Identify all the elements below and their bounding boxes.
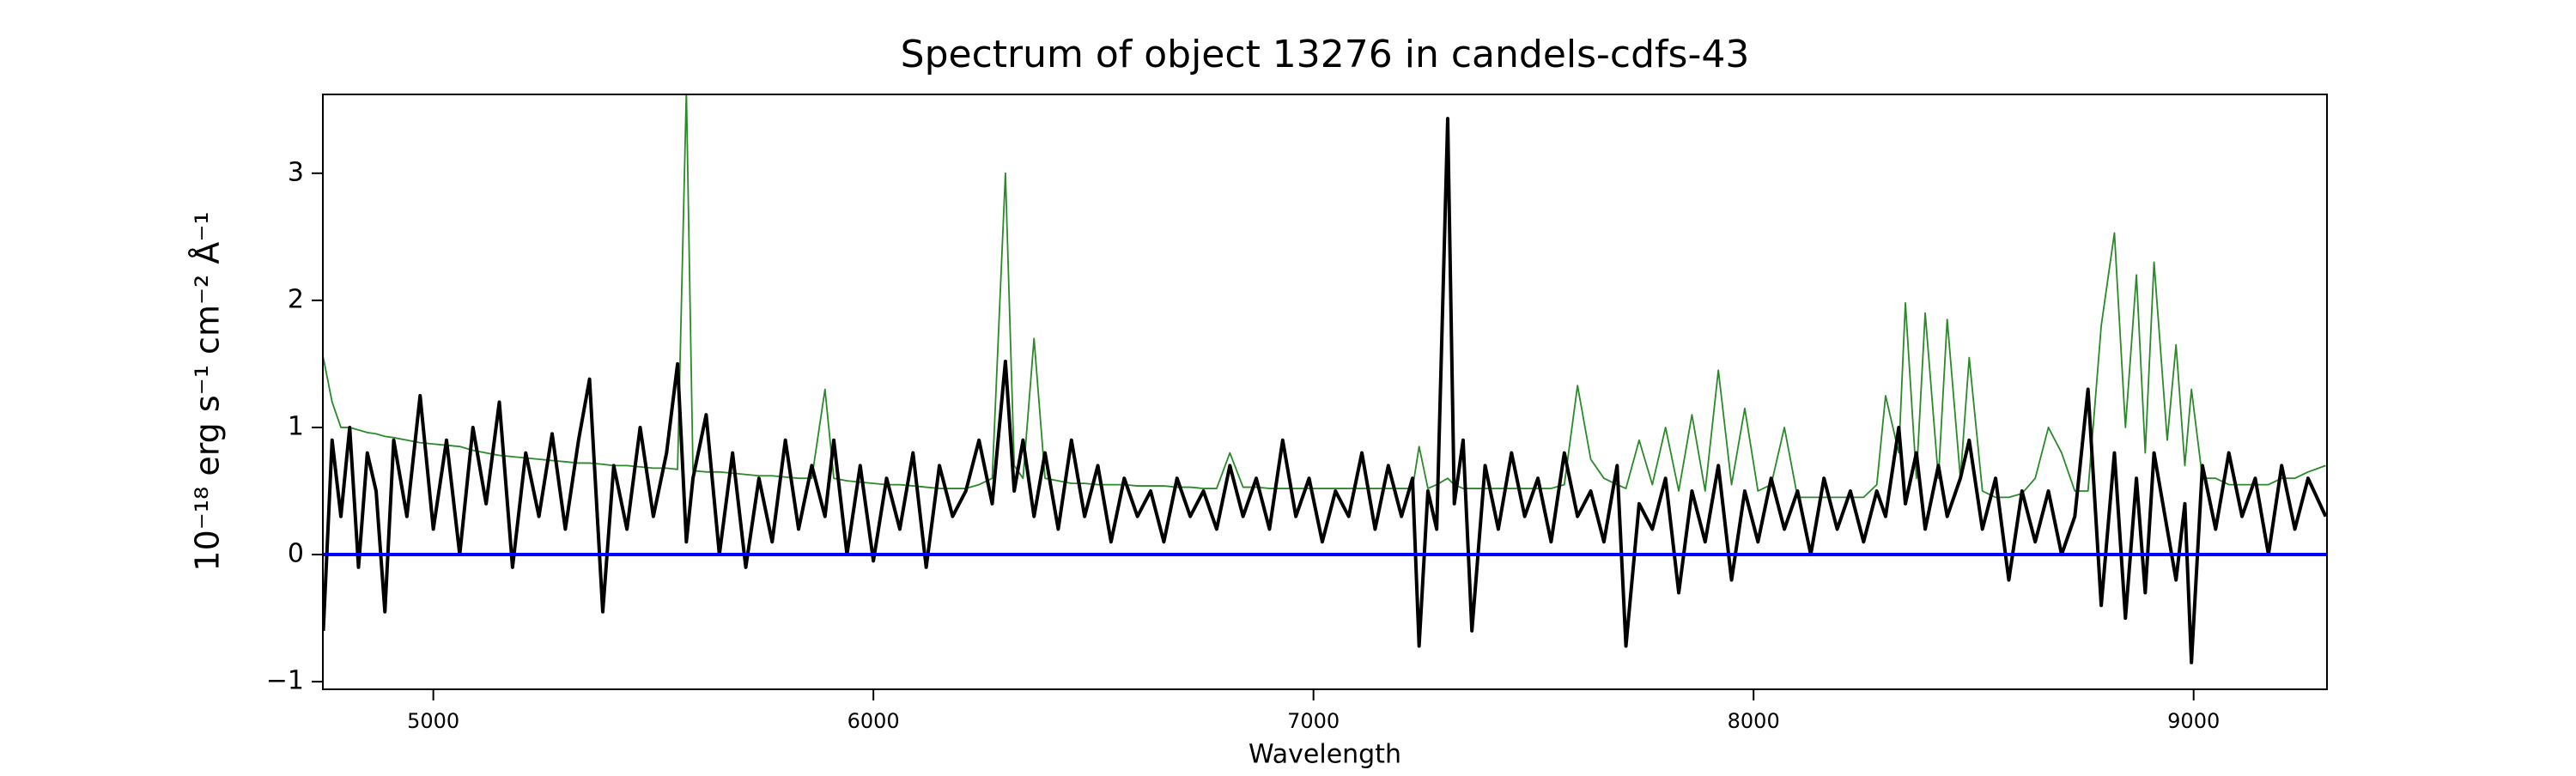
x-tick-label: 9000 <box>2167 709 2220 733</box>
y-tick-label: 1 <box>288 411 304 441</box>
y-tick-label: 3 <box>288 157 304 187</box>
spectrum-line <box>323 117 2327 664</box>
y-tick-label: 2 <box>288 284 304 314</box>
y-tick-label: 0 <box>288 539 304 569</box>
plot-area: 5000 6000 7000 8000 9000 −1 0 1 2 3 <box>266 94 2328 733</box>
plot-frame <box>322 94 2328 690</box>
x-tick-label: 5000 <box>407 709 459 733</box>
y-tick-label: −1 <box>266 666 304 696</box>
y-axis-label: 10⁻¹⁸ erg s⁻¹ cm⁻² Å⁻¹ <box>189 211 227 571</box>
x-tick-label: 7000 <box>1287 709 1340 733</box>
x-axis-label: Wavelength <box>1249 740 1401 770</box>
data-layer <box>323 94 2327 664</box>
x-tick-label: 8000 <box>1728 709 1780 733</box>
chart-title: Spectrum of object 13276 in candels-cdfs… <box>901 33 1750 76</box>
x-tick-label: 6000 <box>848 709 900 733</box>
